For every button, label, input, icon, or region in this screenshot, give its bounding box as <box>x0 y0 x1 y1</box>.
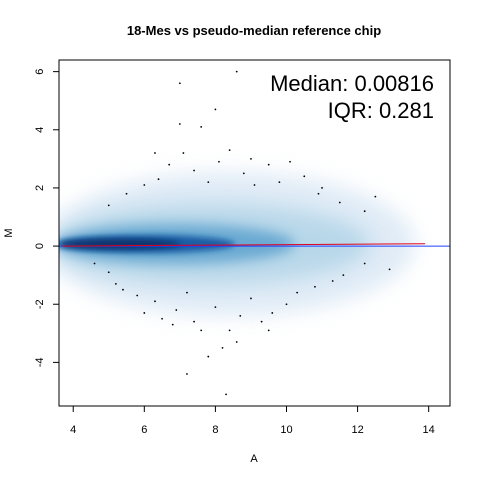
y-axis: -4 -2 0 2 4 6 <box>34 69 59 367</box>
outlier-point <box>388 268 391 271</box>
y-tick-label: 4 <box>34 127 46 133</box>
outlier-point <box>271 312 274 314</box>
outlier-point <box>321 187 323 189</box>
outlier-point <box>178 82 181 85</box>
outlier-point <box>239 314 242 317</box>
outlier-point <box>260 320 263 323</box>
outlier-point <box>175 309 178 311</box>
outlier-point <box>338 201 341 204</box>
x-axis-label: A <box>250 453 258 465</box>
outlier-point <box>214 108 217 111</box>
iqr-annotation: IQR: 0.281 <box>328 98 434 123</box>
x-tick-label: 14 <box>423 424 435 436</box>
outlier-point <box>221 346 224 349</box>
outlier-point <box>278 181 281 184</box>
outlier-point <box>218 160 220 163</box>
outlier-point <box>193 169 195 172</box>
outlier-point <box>143 184 146 186</box>
outlier-point <box>114 282 117 285</box>
x-tick-label: 12 <box>351 424 363 436</box>
outlier-point <box>107 204 110 207</box>
outlier-point <box>250 157 252 160</box>
outlier-point <box>342 274 345 277</box>
density-layers <box>59 172 415 316</box>
outlier-point <box>143 312 146 314</box>
outlier-point <box>242 172 245 175</box>
outlier-point <box>314 285 316 288</box>
outlier-point <box>363 210 366 213</box>
outlier-point <box>363 262 366 265</box>
outlier-point <box>303 175 306 178</box>
outlier-point <box>178 123 181 125</box>
outlier-point <box>235 70 238 73</box>
outlier-point <box>225 393 227 396</box>
outlier-point <box>200 125 203 128</box>
outlier-point <box>182 152 185 154</box>
x-tick-label: 4 <box>70 424 76 436</box>
x-tick-label: 10 <box>280 424 292 436</box>
outlier-point <box>250 297 252 300</box>
chart-title: 18-Mes vs pseudo-median reference chip <box>127 23 381 38</box>
outlier-point <box>228 329 231 332</box>
outlier-point <box>285 303 288 306</box>
outlier-point <box>168 163 171 166</box>
outlier-point <box>125 192 128 195</box>
outlier-point <box>207 355 210 358</box>
y-tick-label: 0 <box>34 243 46 249</box>
outlier-point <box>200 329 203 332</box>
y-tick-label: -4 <box>34 357 46 367</box>
outlier-point <box>317 192 320 195</box>
outlier-point <box>157 178 160 181</box>
outlier-point <box>186 373 188 375</box>
outlier-point <box>228 149 231 152</box>
median-annotation: Median: 0.00816 <box>270 71 434 96</box>
outlier-point <box>267 163 270 166</box>
outlier-point <box>235 341 238 343</box>
outlier-point <box>161 317 163 320</box>
y-tick-label: 6 <box>34 69 46 75</box>
outlier-point <box>186 291 188 294</box>
loess-fit-line <box>62 243 426 247</box>
outlier-point <box>267 329 270 332</box>
x-tick-label: 6 <box>141 424 147 436</box>
y-tick-label: -2 <box>34 299 46 309</box>
outlier-point <box>214 306 217 309</box>
outlier-point <box>122 288 124 291</box>
outlier-point <box>193 320 195 323</box>
outlier-point <box>93 262 96 265</box>
y-axis-label: M <box>3 228 15 237</box>
outlier-point <box>107 271 110 274</box>
x-tick-label: 8 <box>212 424 218 436</box>
density-core <box>60 239 180 249</box>
outlier-point <box>253 184 256 186</box>
outlier-point <box>154 152 156 154</box>
outlier-point <box>154 300 156 303</box>
density-cloud <box>59 70 450 396</box>
outlier-point <box>171 323 174 326</box>
outlier-point <box>207 181 210 184</box>
outlier-point <box>296 291 299 294</box>
x-axis: 4 6 8 10 12 14 <box>70 406 435 436</box>
outlier-point <box>331 280 334 282</box>
outlier-point <box>136 294 139 297</box>
y-tick-label: 2 <box>34 185 46 191</box>
outlier-points <box>93 70 391 396</box>
outlier-point <box>289 160 291 163</box>
plot-frame <box>58 59 451 407</box>
outlier-point <box>374 195 377 198</box>
